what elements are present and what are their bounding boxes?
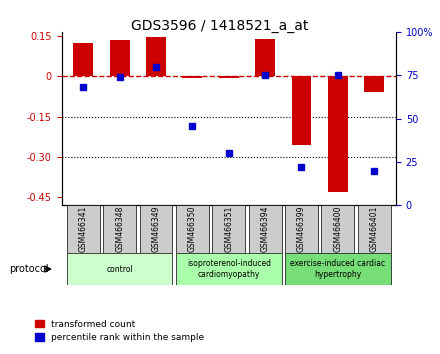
Bar <box>110 40 130 76</box>
FancyBboxPatch shape <box>322 205 354 253</box>
Bar <box>183 76 202 78</box>
Bar <box>219 76 239 78</box>
Text: isoproterenol-induced
cardiomyopathy: isoproterenol-induced cardiomyopathy <box>187 259 271 279</box>
Text: GSM466349: GSM466349 <box>152 206 161 252</box>
FancyBboxPatch shape <box>285 205 318 253</box>
Bar <box>255 39 275 76</box>
FancyBboxPatch shape <box>213 205 245 253</box>
Bar <box>73 42 93 76</box>
Text: GSM466401: GSM466401 <box>370 206 379 252</box>
Text: protocol: protocol <box>9 264 48 274</box>
Text: GDS3596 / 1418521_a_at: GDS3596 / 1418521_a_at <box>131 19 309 34</box>
Text: GSM466351: GSM466351 <box>224 206 233 252</box>
FancyBboxPatch shape <box>176 205 209 253</box>
Text: GSM466348: GSM466348 <box>115 206 124 252</box>
Bar <box>292 76 312 145</box>
FancyBboxPatch shape <box>285 253 391 285</box>
FancyBboxPatch shape <box>176 253 282 285</box>
Bar <box>146 37 166 76</box>
Bar <box>364 76 384 92</box>
FancyBboxPatch shape <box>103 205 136 253</box>
Text: control: control <box>106 264 133 274</box>
FancyBboxPatch shape <box>358 205 391 253</box>
Legend: transformed count, percentile rank within the sample: transformed count, percentile rank withi… <box>31 316 208 346</box>
FancyBboxPatch shape <box>140 205 172 253</box>
Bar <box>328 76 348 192</box>
Text: GSM466400: GSM466400 <box>334 206 342 252</box>
Text: GSM466341: GSM466341 <box>79 206 88 252</box>
FancyBboxPatch shape <box>67 205 100 253</box>
Text: exercise-induced cardiac
hypertrophy: exercise-induced cardiac hypertrophy <box>290 259 385 279</box>
Text: GSM466350: GSM466350 <box>188 206 197 252</box>
Text: GSM466394: GSM466394 <box>260 206 270 252</box>
Text: GSM466399: GSM466399 <box>297 206 306 252</box>
FancyBboxPatch shape <box>249 205 282 253</box>
FancyBboxPatch shape <box>67 253 172 285</box>
